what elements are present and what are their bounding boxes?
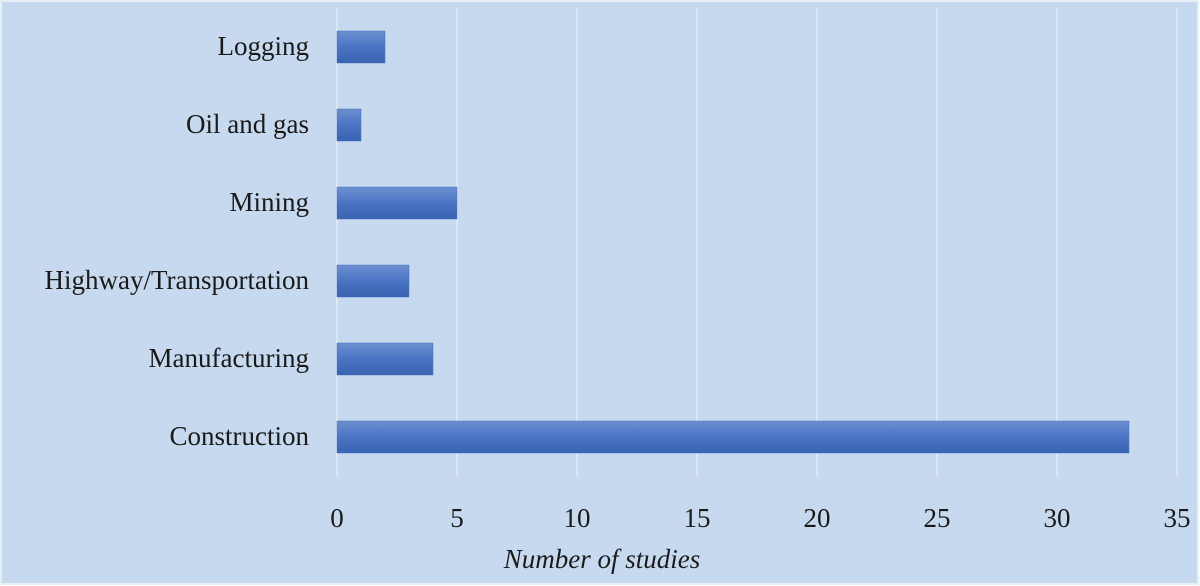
y-tick-label: Manufacturing xyxy=(149,343,309,373)
x-tick-label: 35 xyxy=(1164,503,1191,533)
y-tick-label: Logging xyxy=(218,31,310,61)
y-tick-label: Highway/Transportation xyxy=(45,265,310,295)
bar xyxy=(336,342,434,376)
x-tick-label: 25 xyxy=(924,503,951,533)
bar xyxy=(336,186,458,220)
x-tick-label: 15 xyxy=(684,503,711,533)
y-tick-label: Mining xyxy=(229,187,309,217)
plot: 0 5 10 15 20 25 30 35 Logging Oil and gas Mining Hi… xyxy=(45,30,1191,533)
bar xyxy=(336,108,362,142)
x-tick-label: 20 xyxy=(804,503,831,533)
grid xyxy=(336,8,1178,476)
x-axis-title: Number of studies xyxy=(503,544,701,574)
y-tick-label: Construction xyxy=(170,421,310,451)
x-tick-label: 5 xyxy=(450,503,464,533)
x-tick-label: 0 xyxy=(330,503,344,533)
bar xyxy=(336,264,410,298)
bar xyxy=(336,420,1130,454)
bar xyxy=(336,30,386,64)
y-tick-label: Oil and gas xyxy=(186,109,309,139)
x-tick-label: 30 xyxy=(1044,503,1071,533)
x-tick-label: 10 xyxy=(564,503,591,533)
